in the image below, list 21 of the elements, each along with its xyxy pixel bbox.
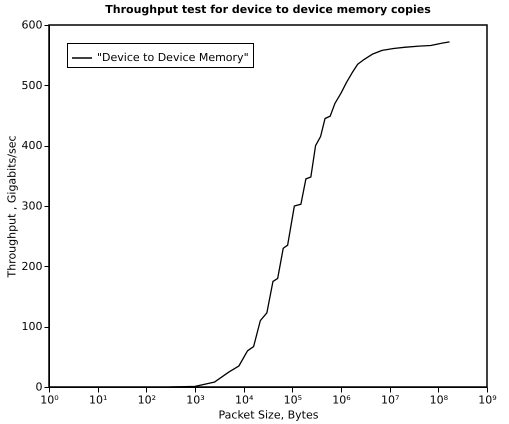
- x-tick-label: 10⁶: [332, 394, 352, 406]
- x-tick-label: 10⁵: [284, 394, 302, 406]
- y-tick-label: 400: [22, 139, 42, 152]
- y-tick-label: 600: [22, 18, 42, 32]
- x-tick-label: 10¹: [88, 394, 108, 406]
- x-tick-label: 10⁷: [380, 394, 400, 406]
- y-tick-label: 500: [22, 78, 42, 92]
- y-tick-label: 300: [22, 200, 42, 212]
- y-tick-label: 100: [22, 320, 42, 334]
- x-tick-label: 10⁸: [430, 394, 449, 406]
- legend-label: "Device to Device Memory": [97, 51, 249, 64]
- y-axis-title: Throughput , Gigabits/sec: [6, 135, 19, 279]
- x-axis-title: Packet Size, Bytes: [218, 408, 319, 422]
- x-tick-label: 10⁰: [40, 394, 60, 406]
- x-tick-label: 10³: [186, 394, 205, 406]
- y-tick-label: 200: [22, 260, 42, 273]
- y-tick-label: 0: [36, 380, 42, 394]
- chart-title: Throughput test for device to device memory copies: [105, 3, 432, 16]
- x-tick-label: 10⁴: [234, 394, 254, 406]
- x-tick-label: 10²: [138, 394, 156, 406]
- x-tick-label: 10⁹: [478, 394, 497, 406]
